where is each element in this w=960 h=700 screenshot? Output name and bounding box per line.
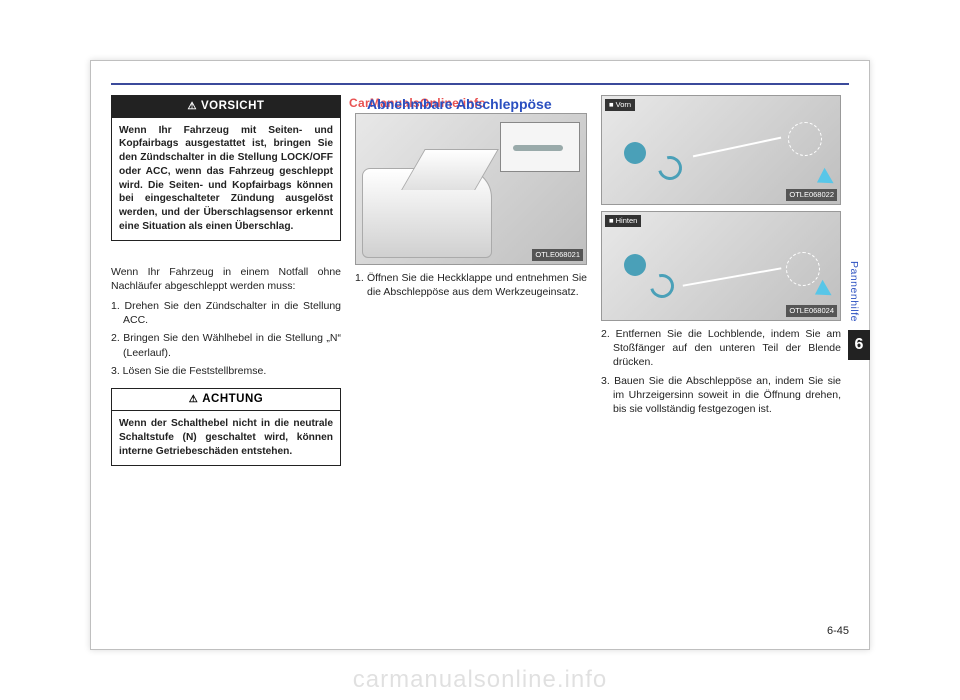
chapter-tab: 6: [848, 330, 870, 360]
tow-eye-inset: [500, 122, 580, 172]
step-remove-cover: 2. Entfernen Sie die Lochblende, indem S…: [601, 327, 841, 370]
cap-icon: [624, 254, 646, 276]
step-3: 3. Lösen Sie die Feststellbremse.: [111, 364, 341, 378]
hook-icon: [654, 152, 687, 185]
arrow-icon: [810, 280, 831, 303]
intro-paragraph: Wenn Ihr Fahrzeug in einem Notfall ohne …: [111, 265, 341, 293]
warning-icon: [188, 100, 201, 112]
caution-body: Wenn Ihr Fahrzeug mit Seiten- und Kopfai…: [112, 118, 340, 240]
figure-front: ■ Vorn OTLE068022: [601, 95, 841, 205]
column-left: VORSICHT Wenn Ihr Fahrzeug mit Seiten- u…: [111, 95, 341, 476]
callout-line: [693, 137, 781, 157]
hook-icon: [646, 270, 679, 303]
attention-box: ACHTUNG Wenn der Schalthebel nicht in di…: [111, 388, 341, 466]
figure-id: OTLE068021: [532, 249, 583, 261]
step-open-trunk: 1. Öffnen Sie die Heckklappe und entnehm…: [355, 271, 587, 299]
car-illustration: [362, 168, 492, 258]
figure-front-tag: ■ Vorn: [605, 99, 635, 111]
step-install-eye: 3. Bauen Sie die Abschleppöse an, indem …: [601, 374, 841, 417]
column-right: ■ Vorn OTLE068022 ■ Hinten OTLE068024 2.…: [601, 95, 841, 476]
section-heading: Abnehmbare Abschleppöse: [367, 95, 552, 114]
step-1: 1. Drehen Sie den Zündschalter in die St…: [111, 299, 341, 327]
top-rule: [111, 83, 849, 85]
side-section-label: Pannenhilfe: [848, 261, 860, 330]
caution-title: VORSICHT: [112, 96, 340, 118]
attention-title: ACHTUNG: [112, 389, 340, 412]
content-columns: VORSICHT Wenn Ihr Fahrzeug mit Seiten- u…: [111, 95, 851, 476]
page-watermark: carmanualsonline.info: [0, 666, 960, 694]
arrow-icon: [812, 168, 833, 191]
callout-circle: [788, 122, 822, 156]
figure-front-tag-text: Vorn: [616, 100, 631, 109]
caution-title-text: VORSICHT: [201, 100, 264, 112]
cap-icon: [624, 142, 646, 164]
column-middle: CarManualsOnline.info Abnehmbare Abschle…: [355, 95, 587, 476]
attention-title-text: ACHTUNG: [202, 393, 263, 405]
figure-trunk: OTLE068021: [355, 113, 587, 265]
side-tab-region: Pannenhilfe 6: [848, 261, 870, 360]
caution-box: VORSICHT Wenn Ihr Fahrzeug mit Seiten- u…: [111, 95, 341, 241]
warning-icon: [189, 393, 202, 405]
attention-body: Wenn der Schalthebel nicht in die neutra…: [112, 411, 340, 464]
figure-rear-tag-text: Hinten: [616, 216, 638, 225]
figure-id: OTLE068022: [786, 189, 837, 201]
manual-page: VORSICHT Wenn Ihr Fahrzeug mit Seiten- u…: [90, 60, 870, 650]
figure-id: OTLE068024: [786, 305, 837, 317]
figure-rear-tag: ■ Hinten: [605, 215, 641, 227]
figure-rear: ■ Hinten OTLE068024: [601, 211, 841, 321]
callout-circle: [786, 252, 820, 286]
step-2: 2. Bringen Sie den Wählhebel in die Stel…: [111, 331, 341, 359]
callout-line: [683, 267, 782, 286]
page-number: 6-45: [827, 625, 849, 637]
heading-row: CarManualsOnline.info Abnehmbare Abschle…: [355, 95, 587, 113]
